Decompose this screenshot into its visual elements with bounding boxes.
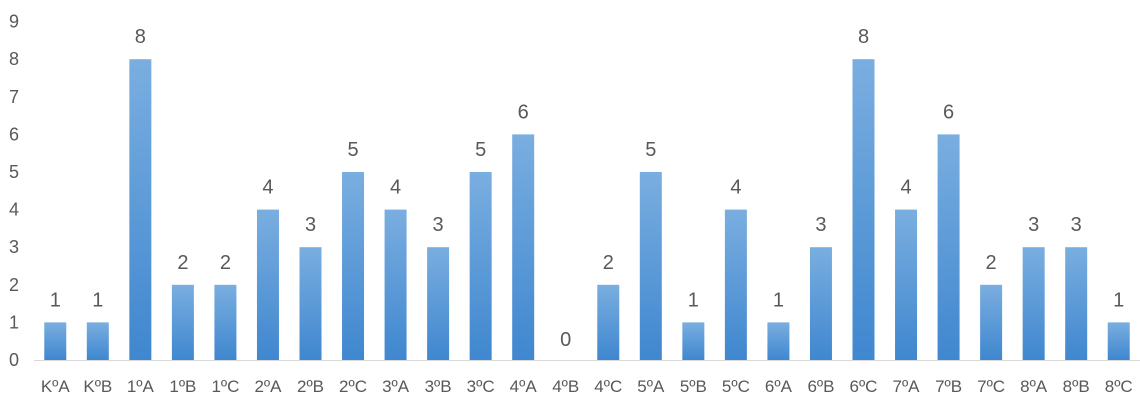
bar xyxy=(256,209,279,360)
category-label: 1ºC xyxy=(211,377,239,396)
y-tick-label: 8 xyxy=(9,49,19,69)
data-label: 3 xyxy=(1028,214,1039,236)
data-label: 2 xyxy=(986,252,997,274)
data-label: 0 xyxy=(560,329,571,351)
y-tick-label: 9 xyxy=(9,12,19,32)
data-labels-group: 1 1 8 2 2 4 3 5 4 3 5 6 0 2 5 1 4 1 3 8 4 6 2 3 3 1 xyxy=(50,26,1125,351)
bar xyxy=(299,247,322,360)
data-label: 1 xyxy=(688,289,699,311)
bar xyxy=(342,172,365,360)
data-label: 2 xyxy=(177,252,188,274)
bar xyxy=(86,322,109,360)
y-tick-label: 5 xyxy=(9,162,19,182)
data-label: 4 xyxy=(262,177,273,199)
data-label: 3 xyxy=(305,214,316,236)
bar xyxy=(724,209,747,360)
category-label: 7ºA xyxy=(893,377,921,396)
y-tick-label: 0 xyxy=(9,350,19,370)
data-label: 1 xyxy=(50,289,61,311)
category-label: 2ºB xyxy=(297,377,324,396)
bar xyxy=(44,322,67,360)
data-label: 2 xyxy=(603,252,614,274)
category-label: 5ºA xyxy=(637,377,665,396)
category-label: KºB xyxy=(83,377,112,396)
y-axis-ticks: 0 1 2 3 4 5 6 7 8 9 xyxy=(9,12,19,370)
y-tick-label: 2 xyxy=(9,275,19,295)
data-label: 3 xyxy=(433,214,444,236)
bar xyxy=(809,247,832,360)
bar xyxy=(937,134,960,360)
category-label: 6ºC xyxy=(850,377,878,396)
data-label: 6 xyxy=(518,101,529,123)
bar xyxy=(767,322,790,360)
category-label: 5ºB xyxy=(680,377,707,396)
bar xyxy=(639,172,662,360)
category-label: 4ºC xyxy=(594,377,622,396)
category-label: 6ºB xyxy=(807,377,834,396)
bar xyxy=(980,284,1003,360)
data-label: 6 xyxy=(943,101,954,123)
category-label: 4ºA xyxy=(510,377,538,396)
bar xyxy=(214,284,237,360)
category-label: 2ºC xyxy=(339,377,367,396)
bar xyxy=(512,134,535,360)
bar xyxy=(171,284,194,360)
data-label: 3 xyxy=(1071,214,1082,236)
category-label: 7ºB xyxy=(935,377,962,396)
bar xyxy=(1107,322,1130,360)
data-label: 1 xyxy=(1113,289,1124,311)
data-label: 1 xyxy=(92,289,103,311)
category-label: 8ºC xyxy=(1105,377,1133,396)
data-label: 4 xyxy=(900,177,911,199)
category-label: 3ºB xyxy=(425,377,452,396)
category-label: 8ºB xyxy=(1063,377,1090,396)
category-label: 7ºC xyxy=(977,377,1005,396)
data-label: 3 xyxy=(815,214,826,236)
data-label: 2 xyxy=(220,252,231,274)
category-label: 6ºA xyxy=(765,377,793,396)
category-label: 1ºB xyxy=(169,377,196,396)
data-label: 4 xyxy=(390,177,401,199)
category-label: 3ºA xyxy=(382,377,410,396)
bar xyxy=(384,209,407,360)
bar xyxy=(682,322,705,360)
bars-group xyxy=(44,59,1130,360)
y-tick-label: 4 xyxy=(9,200,19,220)
category-label: 8ºA xyxy=(1020,377,1048,396)
bar xyxy=(427,247,450,360)
bar xyxy=(895,209,918,360)
category-label: 2ºA xyxy=(254,377,282,396)
y-tick-label: 1 xyxy=(9,312,19,332)
bar xyxy=(1065,247,1088,360)
category-label: 5ºC xyxy=(722,377,750,396)
category-label: 1ºA xyxy=(127,377,155,396)
data-label: 4 xyxy=(730,177,741,199)
category-label: 3ºC xyxy=(467,377,495,396)
bar xyxy=(1022,247,1045,360)
category-label: KºA xyxy=(41,377,71,396)
category-label: 4ºB xyxy=(552,377,579,396)
bar xyxy=(469,172,492,360)
y-tick-label: 6 xyxy=(9,124,19,144)
bar xyxy=(852,59,875,360)
y-tick-label: 3 xyxy=(9,237,19,257)
data-label: 1 xyxy=(773,289,784,311)
data-label: 5 xyxy=(347,139,358,161)
x-axis-categories: KºA KºB 1ºA 1ºB 1ºC 2ºA 2ºB 2ºC 3ºA 3ºB 3ºC 4ºA 4ºB 4… xyxy=(41,377,1133,396)
data-label: 5 xyxy=(645,139,656,161)
bar xyxy=(129,59,152,360)
bar xyxy=(597,284,620,360)
data-label: 8 xyxy=(135,26,146,48)
data-label: 8 xyxy=(858,26,869,48)
y-tick-label: 7 xyxy=(9,87,19,107)
data-label: 5 xyxy=(475,139,486,161)
